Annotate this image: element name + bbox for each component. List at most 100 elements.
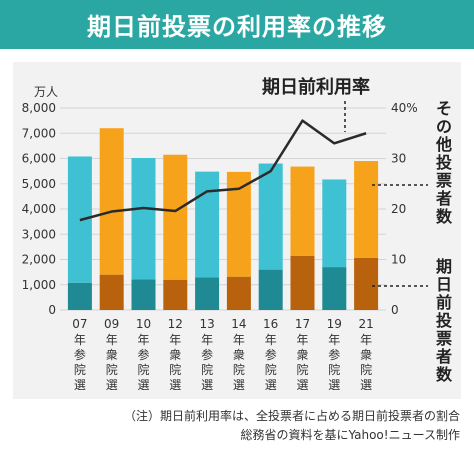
y-tick-left: 4,000: [22, 202, 56, 216]
bar-early: [195, 277, 220, 310]
x-tick-year: 09: [104, 317, 119, 331]
x-tick-year: 12: [168, 317, 183, 331]
x-tick-label-char: 年: [74, 333, 86, 347]
x-tick-label-char: 衆: [106, 348, 118, 362]
x-tick-label-char: 選: [169, 378, 181, 392]
x-tick-label-char: 衆: [296, 348, 308, 362]
annotation-other-char: の: [436, 117, 452, 136]
y-tick-left: 1,000: [22, 278, 56, 292]
x-tick-label-char: 選: [137, 378, 149, 392]
annotation-early-char: 票: [436, 329, 452, 348]
x-tick-label-char: 衆: [360, 348, 372, 362]
bar-other: [195, 171, 220, 278]
annotation-early-char: 期: [436, 257, 452, 276]
x-tick-label-char: 院: [137, 363, 149, 377]
x-tick-label-char: 年: [265, 333, 277, 347]
x-tick-label-char: 選: [233, 378, 245, 392]
bar-early: [226, 276, 251, 310]
y-tick-left: 8,000: [22, 101, 56, 115]
x-tick-label-char: 院: [296, 363, 308, 377]
x-tick-label-char: 選: [296, 378, 308, 392]
x-tick-label-char: 選: [360, 378, 372, 392]
y-tick-left: 0: [48, 303, 56, 317]
x-tick-label-char: 選: [201, 378, 213, 392]
annotation-early-char: 者: [435, 347, 452, 366]
x-tick-year: 07: [72, 317, 87, 331]
y-tick-left: 6,000: [22, 152, 56, 166]
bar-early: [131, 279, 156, 310]
x-tick-year: 21: [358, 317, 373, 331]
y-tick-left: 7,000: [22, 126, 56, 140]
y-tick-right: 40%: [391, 101, 418, 115]
annotation-other-char: 他: [435, 135, 452, 154]
x-tick-label-char: 年: [233, 333, 245, 347]
x-tick-label-char: 衆: [233, 348, 245, 362]
bar-early: [290, 255, 315, 310]
bar-early: [258, 269, 283, 310]
x-tick-label-char: 年: [201, 333, 213, 347]
x-tick-label-char: 年: [169, 333, 181, 347]
x-tick-label-char: 選: [265, 378, 277, 392]
annotation-other-char: 票: [436, 171, 452, 190]
x-tick-label-char: 衆: [169, 348, 181, 362]
bar-early: [99, 274, 124, 310]
y-tick-left: 2,000: [22, 253, 56, 267]
annotation-early-char: 投: [436, 311, 452, 330]
footnote-source: 総務省の資料を基にYahoo!ニュース制作: [240, 428, 460, 442]
x-tick-label-char: 院: [233, 363, 245, 377]
x-tick-year: 10: [136, 317, 151, 331]
x-tick-year: 13: [199, 317, 214, 331]
bar-other: [258, 163, 283, 270]
bar-early: [67, 282, 92, 310]
y-tick-right: 20: [391, 202, 406, 216]
x-tick-label-char: 院: [74, 363, 86, 377]
bar-other: [99, 128, 124, 275]
x-tick-label-char: 年: [296, 333, 308, 347]
annotation-early-char: 日: [436, 275, 452, 294]
bar-early: [322, 267, 347, 310]
chart-title: 期日前投票の利用率の推移: [0, 0, 474, 49]
x-tick-label-char: 院: [201, 363, 213, 377]
x-tick-label-char: 年: [106, 333, 118, 347]
x-tick-label-char: 参: [137, 347, 149, 362]
x-tick-year: 16: [263, 317, 278, 331]
x-tick-label-char: 年: [137, 333, 149, 347]
bar-other: [290, 166, 315, 256]
annotation-other-char: 投: [436, 153, 452, 172]
x-tick-label-char: 選: [106, 378, 118, 392]
x-tick-label-char: 参: [328, 347, 340, 362]
x-tick-label-char: 年: [360, 333, 372, 347]
annotation-early-char: 前: [436, 293, 452, 312]
x-tick-label-char: 年: [328, 333, 340, 347]
x-tick-year: 17: [295, 317, 310, 331]
x-tick-label-char: 選: [328, 378, 340, 392]
x-tick-label-char: 院: [169, 363, 181, 377]
y-tick-right: 0: [391, 303, 399, 317]
y-axis-unit-left: 万人: [34, 85, 58, 99]
y-tick-right: 30: [391, 152, 406, 166]
bar-other: [163, 154, 188, 280]
bar-early: [163, 279, 188, 310]
x-tick-label-char: 院: [360, 363, 372, 377]
x-tick-label-char: 院: [106, 363, 118, 377]
annotation-early-rate: 期日前利用率: [262, 76, 370, 98]
x-tick-label-char: 院: [328, 363, 340, 377]
line-series-early-rate: [79, 119, 367, 222]
x-tick-label-char: 選: [74, 378, 86, 392]
annotation-other-char: そ: [436, 99, 452, 118]
x-tick-year: 19: [327, 317, 342, 331]
annotation-early-char: 数: [436, 365, 453, 384]
bar-other: [131, 157, 156, 280]
x-tick-label-char: 参: [201, 347, 213, 362]
annotation-other-char: 者: [435, 189, 452, 208]
bar-early: [354, 257, 379, 310]
footnote-note: （注）期日前利用率は、全投票者に占める期日前投票者の割合: [123, 409, 460, 423]
bar-other: [354, 161, 379, 258]
x-tick-year: 14: [231, 317, 246, 331]
x-tick-label-char: 参: [265, 347, 277, 362]
x-tick-label-char: 院: [265, 363, 277, 377]
bar-other: [322, 179, 347, 268]
x-tick-label-char: 参: [74, 347, 86, 362]
annotation-other-char: 数: [436, 207, 453, 226]
